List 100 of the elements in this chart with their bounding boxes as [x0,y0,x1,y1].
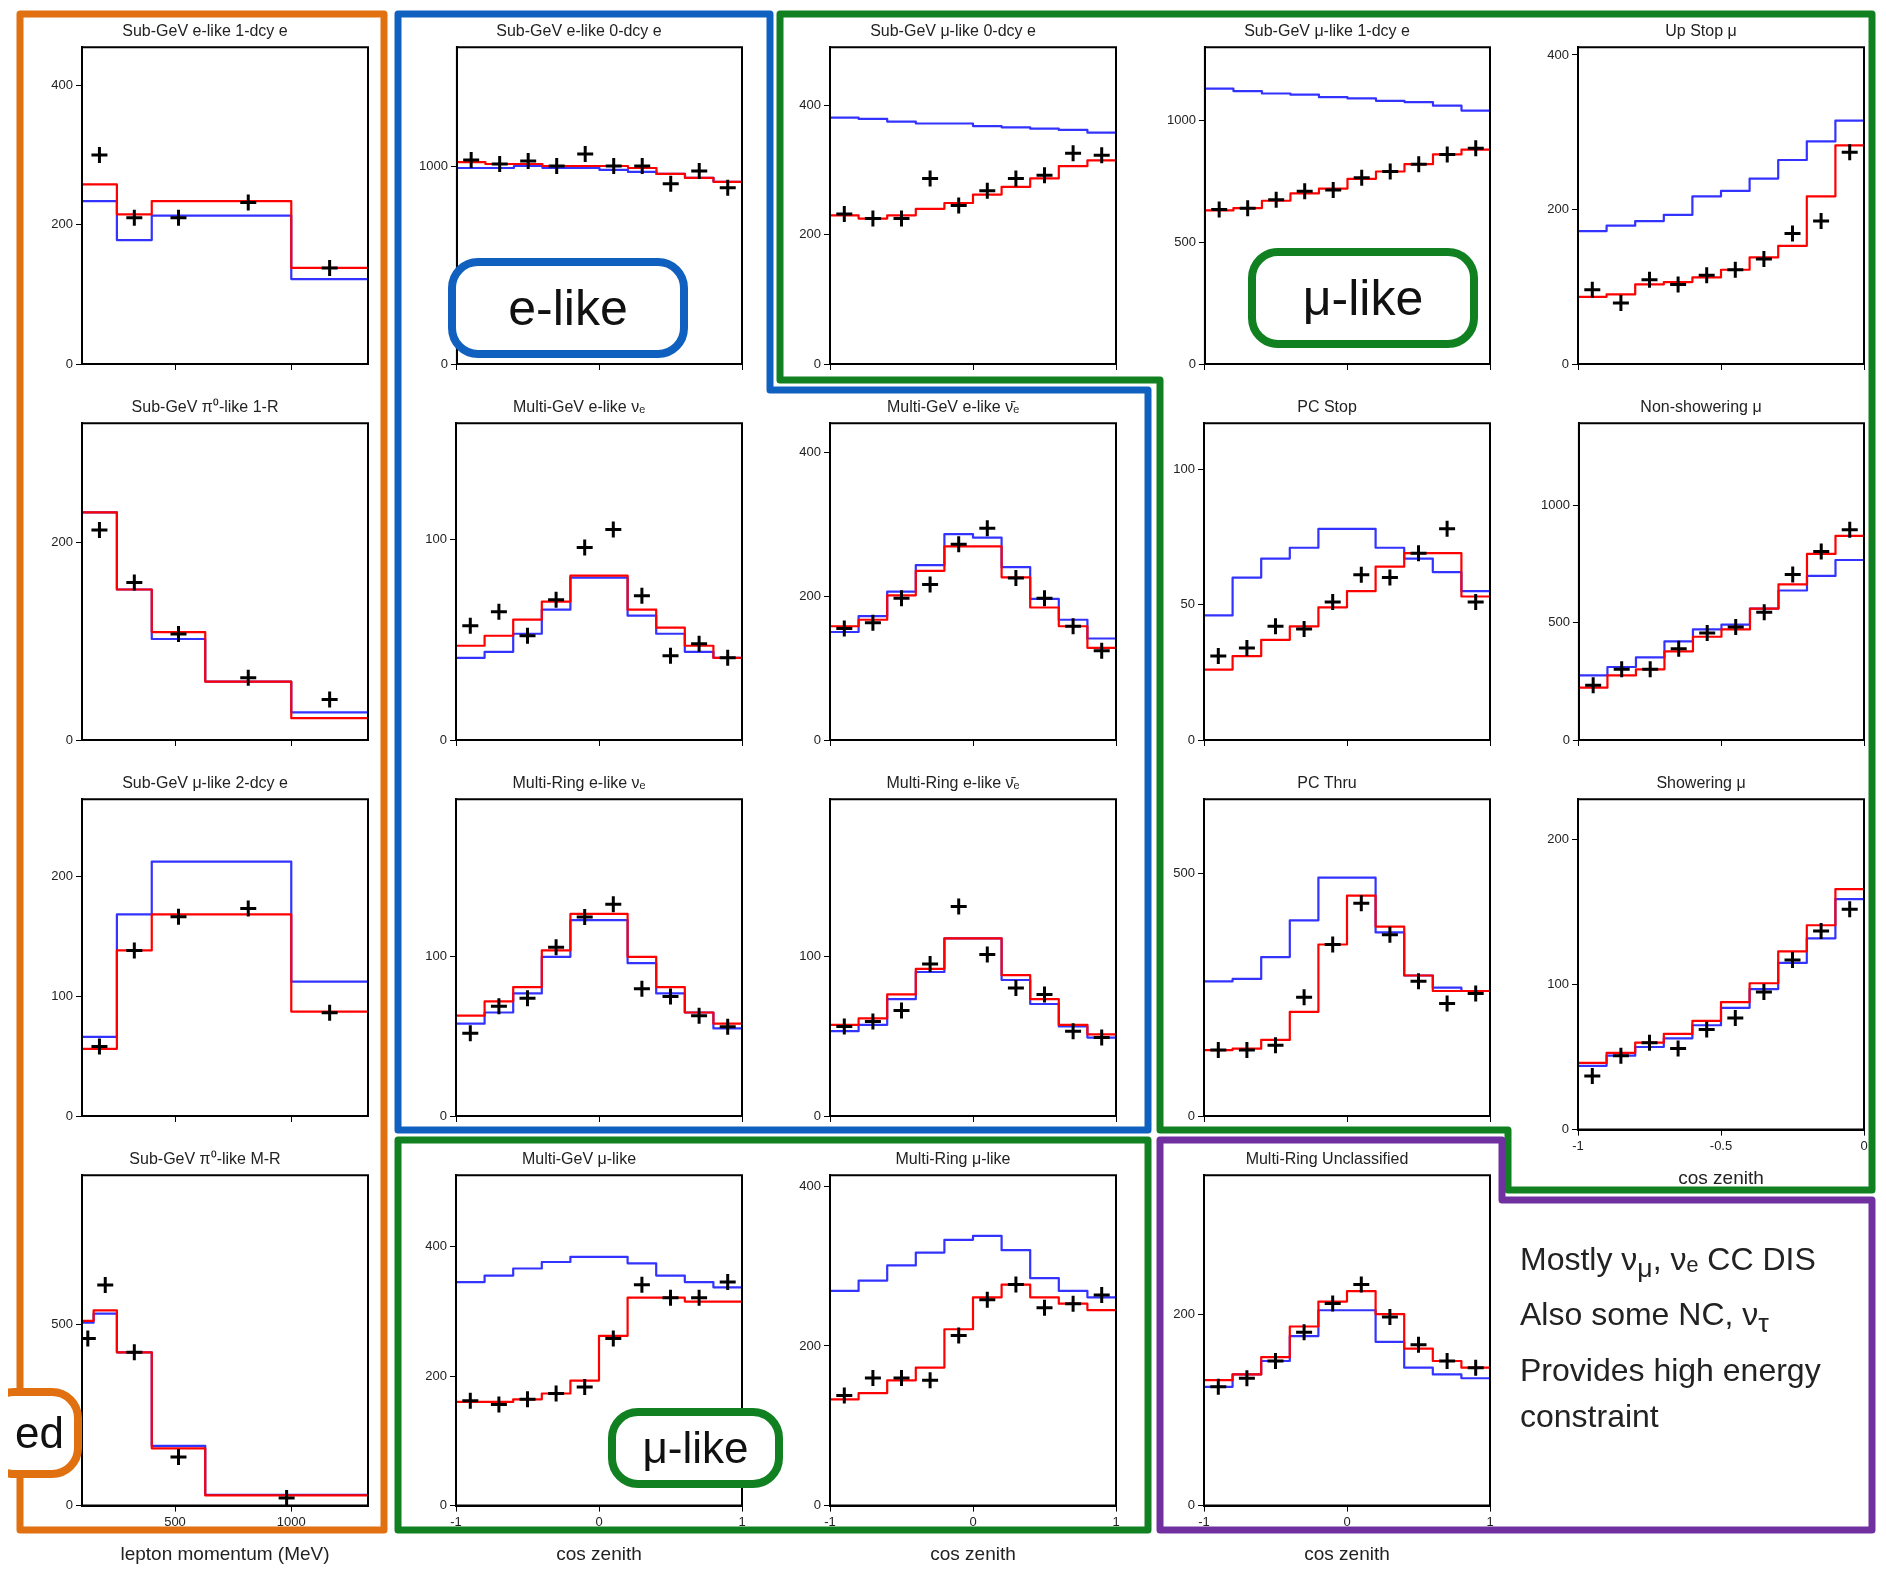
point [1611,293,1631,313]
y-tick-label: 200 [51,533,73,549]
point [604,156,624,176]
chart-title: Multi-GeV μ-like [521,1150,637,1168]
point [1208,646,1228,666]
x-tick-label: 0 [1860,1137,1868,1153]
point [575,144,595,164]
y-tick-label: 500 [1173,865,1195,881]
point [1726,617,1746,637]
point [1351,565,1371,585]
x-tick-label: 1 [738,1513,746,1529]
point [320,258,340,278]
y-tick-label: 0 [813,1497,821,1513]
y-tick-label: 0 [813,731,821,747]
point [1640,270,1659,290]
point [1063,143,1083,163]
point [1380,1307,1400,1327]
x-tick-label: 1 [1486,1513,1494,1529]
point [977,1290,997,1310]
point [518,151,538,171]
point [546,590,566,610]
point [1611,1046,1631,1066]
text: Also some NC, ν$_{τ}$ [1520,1295,1770,1341]
point [632,586,652,606]
point [575,538,595,558]
point [892,1000,911,1020]
point [1063,1294,1083,1314]
point [1294,1322,1314,1342]
point [1266,1351,1285,1371]
point [518,988,537,1008]
point [1409,154,1429,174]
point [1697,623,1717,643]
point [892,209,911,229]
chart-title: Sub-GeV e-like 0-dcy e [496,22,662,40]
annotation: μ-like [1302,269,1424,327]
point [863,1012,883,1032]
point [689,634,709,654]
chart-title: Multi-Ring e-like ν̄ₑ [886,774,1020,792]
point [718,178,738,198]
chart-title: Showering μ [1656,774,1746,792]
point [1437,1351,1457,1371]
point [124,208,144,228]
x-tick-label: 0 [969,1513,977,1529]
chart-title: Sub-GeV π⁰-like M-R [129,1150,281,1168]
y-tick-label: 100 [1547,976,1569,992]
point [169,1447,188,1467]
y-tick-label: 50 [1180,596,1195,612]
chart-title: Sub-GeV π⁰-like 1-R [131,398,279,416]
y-tick-label: 200 [1173,1305,1195,1321]
y-tick-label: 0 [65,731,73,747]
point [718,1017,738,1037]
point [1092,145,1112,165]
y-tick-label: 200 [799,226,821,242]
point [1437,144,1457,164]
point [547,156,567,176]
point [863,613,883,633]
point [1323,592,1343,612]
point [575,1377,595,1397]
point [1783,950,1802,970]
y-tick-label: 100 [1173,460,1195,476]
point [89,520,109,540]
point [1669,639,1689,659]
point [949,534,969,554]
point [1612,659,1632,679]
y-tick-label: 0 [440,355,448,371]
x-tick-label: -1 [1572,1137,1584,1153]
y-tick-label: 0 [65,355,73,371]
annotation: e-like [508,279,628,337]
point [1266,190,1286,210]
point [834,1385,854,1405]
point [1582,280,1602,300]
point [661,1288,680,1308]
point [661,987,680,1007]
point [1409,971,1428,991]
point [1092,1028,1112,1048]
point [1351,893,1371,913]
point [489,996,509,1016]
y-tick-label: 400 [51,77,73,93]
text: Mostly ν$_{μ}$, νₑ CC DIS [1520,1240,1817,1286]
point [1640,1033,1659,1053]
point [460,1023,480,1043]
point [603,1328,623,1348]
point [238,668,258,688]
chart-title: Sub-GeV μ-like 1-dcy e [1244,22,1410,40]
point [1352,168,1372,188]
point [1754,602,1774,622]
y-tick-label: 200 [1547,201,1569,217]
point [1466,983,1486,1003]
x-tick-label: 1000 [276,1513,306,1529]
point [689,1006,709,1026]
chart-title: Multi-GeV e-like νₑ [512,398,646,416]
point [1583,675,1603,695]
point [460,1391,480,1411]
y-tick-label: 1000 [1541,496,1570,512]
point [920,1370,940,1390]
chart-title: Sub-GeV μ-like 2-dcy e [122,774,288,792]
x-tick-label: -1 [824,1513,836,1529]
y-tick-label: 200 [1547,831,1569,847]
point [920,574,940,594]
point [632,156,652,176]
